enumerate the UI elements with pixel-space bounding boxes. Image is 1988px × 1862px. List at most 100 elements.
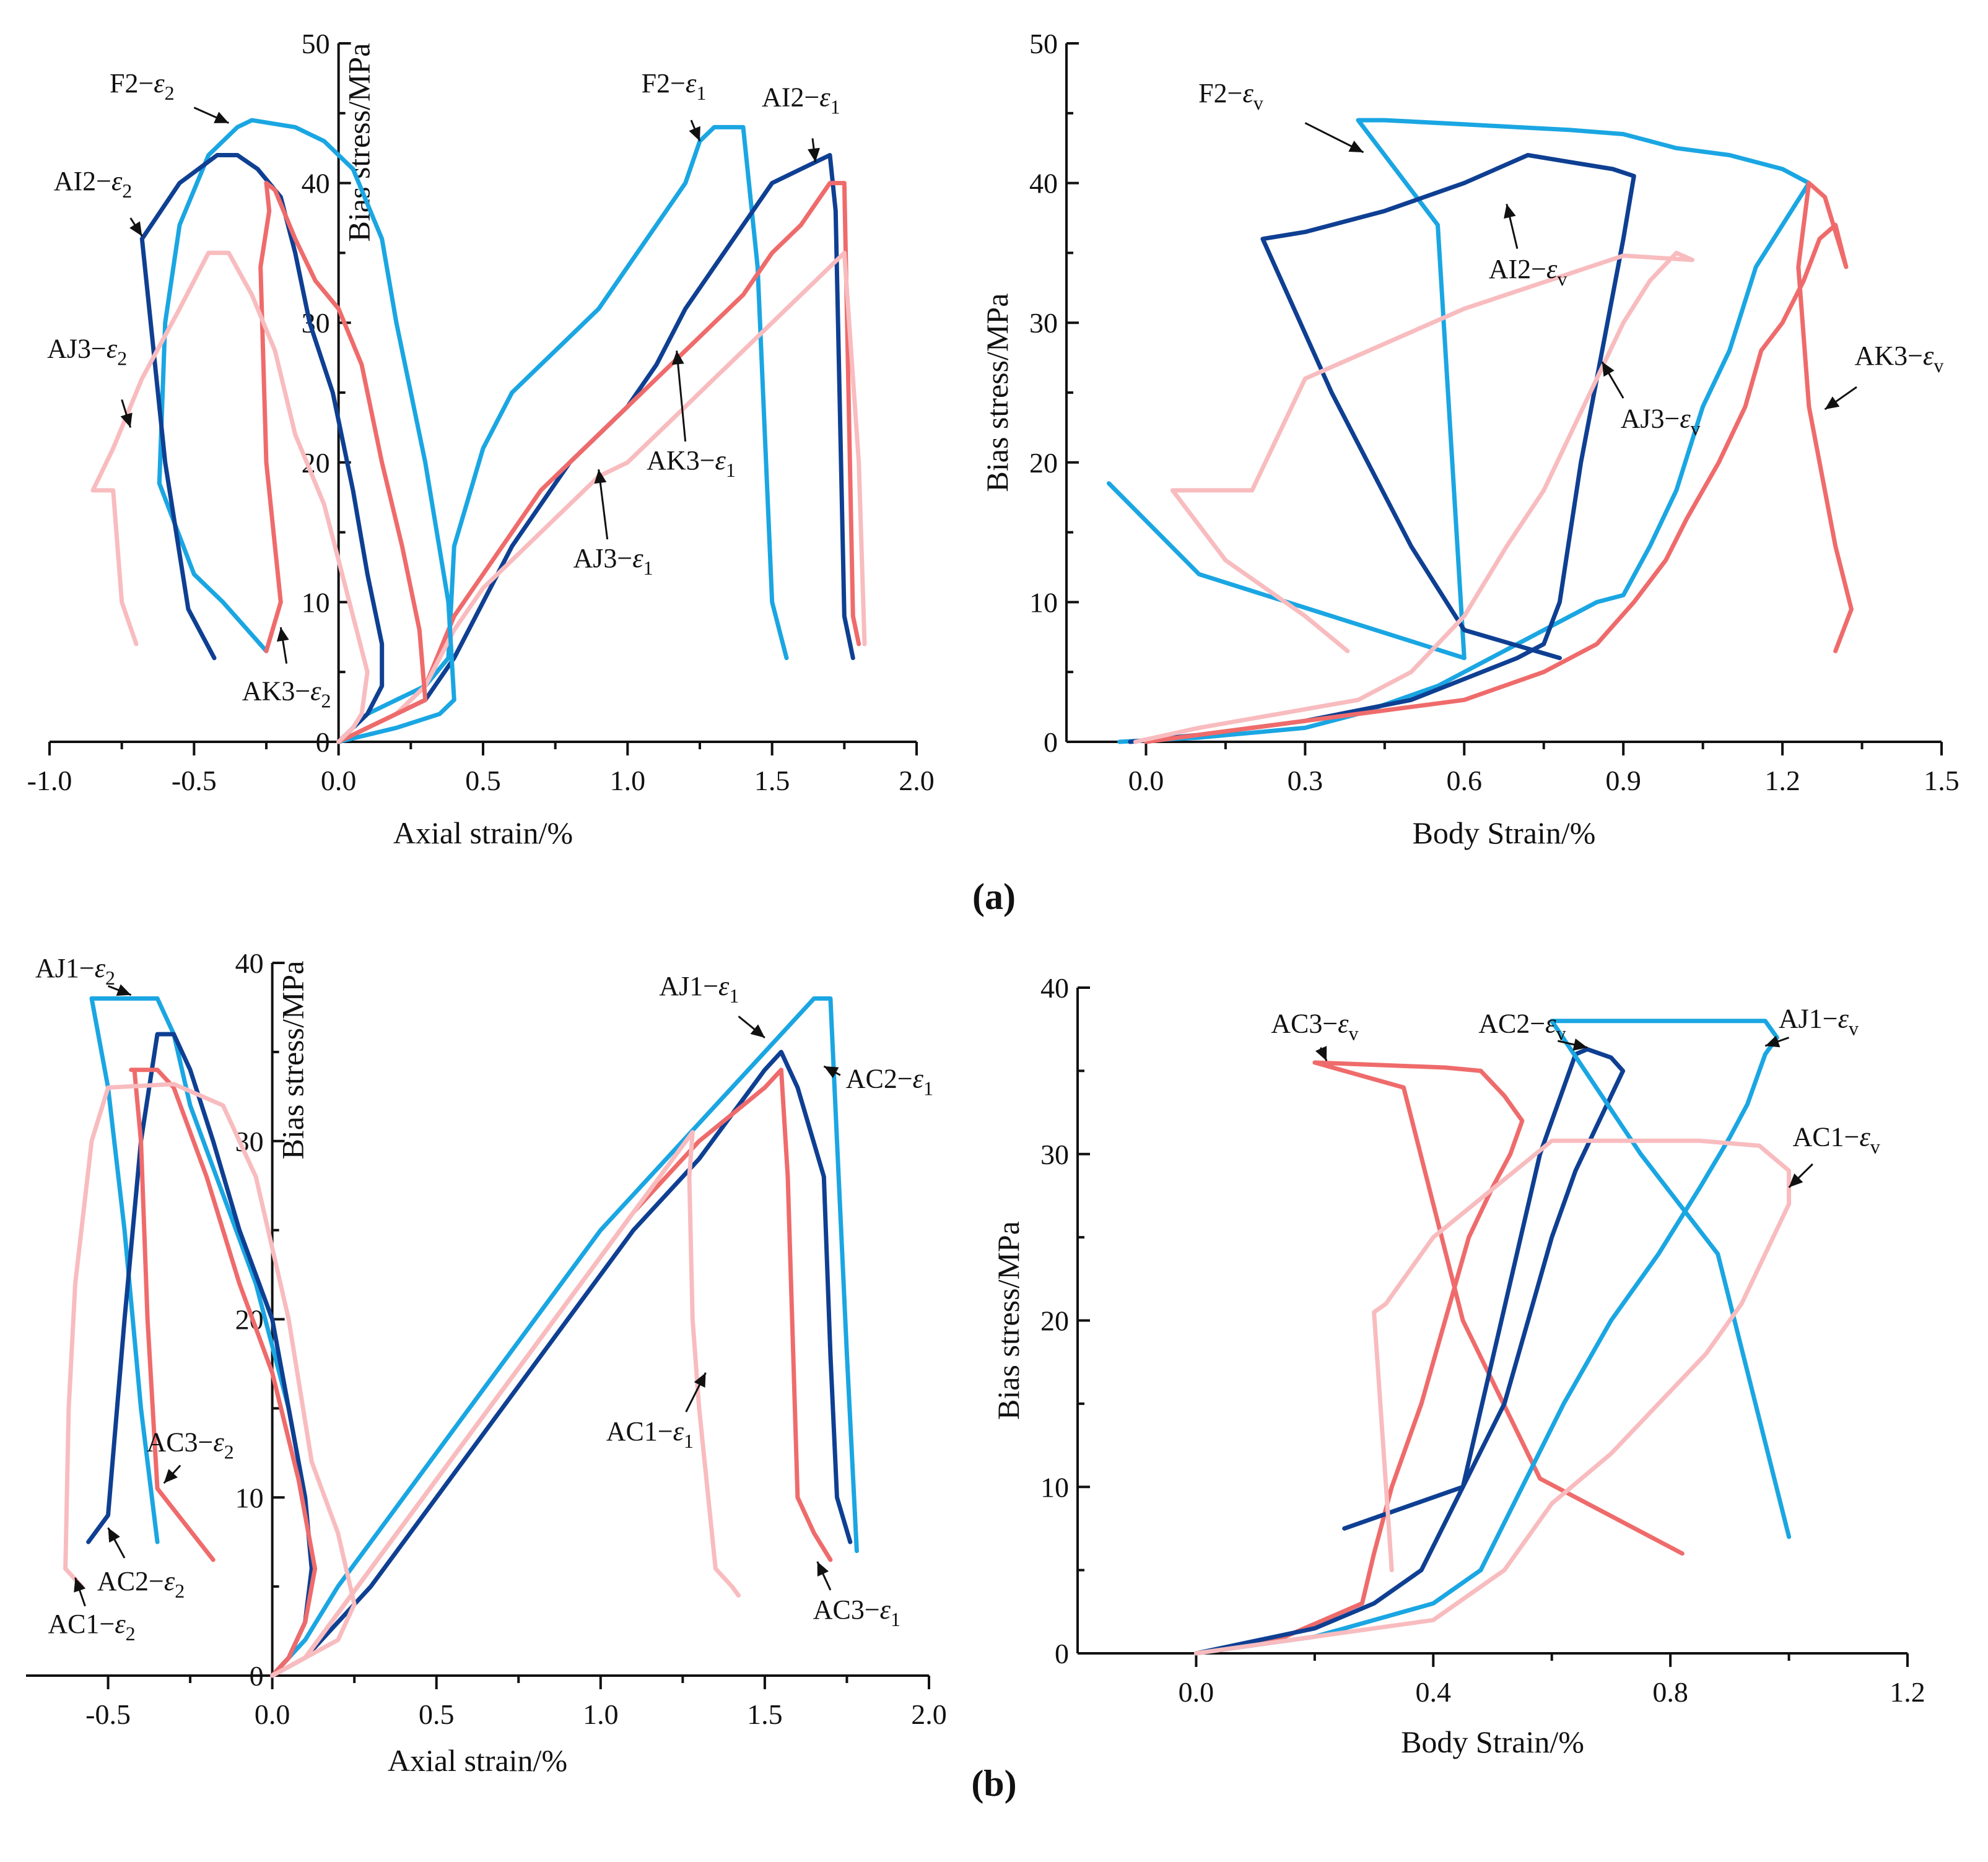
series-label: AC2−ε1 [846,1063,933,1099]
x-tick-label: 0.5 [419,1699,455,1730]
series-line-f2-2 [157,118,456,744]
y-tick-label: 30 [1029,307,1058,339]
series-line-ak3-v [1144,181,1854,744]
series-label: F2−ε1 [642,68,707,104]
series-line-ac1-2 [63,1082,357,1678]
x-tick-label: 1.2 [1890,1676,1925,1708]
y-tick-label: 10 [1029,586,1058,618]
leader-arrowhead [1765,1035,1781,1048]
series-label: AC1−ε2 [48,1609,135,1645]
leader-arrowhead [1602,362,1615,377]
x-tick-label: 1.2 [1764,765,1800,796]
x-tick-label: 0.5 [465,765,501,796]
y-tick-label: 40 [1040,972,1069,1004]
leader-arrowhead [594,469,607,484]
series-label: AJ1−ε2 [35,953,115,989]
series-line-ac2-v [1193,1046,1626,1656]
x-tick-label: 0.9 [1605,765,1641,796]
y-tick-label: 20 [1029,447,1058,479]
x-tick-label: -1.0 [27,765,72,796]
leader-arrowhead [108,1528,120,1543]
y-axis-title: Bias stress/MPa [276,961,310,1160]
leader-arrowhead [1789,1173,1803,1188]
leader-arrowhead [276,627,289,642]
leader-arrowhead [120,412,133,428]
x-axis-title: Body Strain/% [1401,1725,1584,1759]
y-tick-label: 0 [316,726,330,758]
series-label: AI2−εv [1489,254,1567,290]
x-axis-title: Axial strain/% [393,816,573,850]
series-label: AK3−εv [1855,341,1944,376]
series-line-aj1-v [1193,1019,1792,1656]
leader-arrowhead [671,350,684,365]
series-label: AI2−ε2 [54,166,133,202]
y-tick-label: 10 [302,586,330,618]
leader-arrowhead [694,1372,706,1388]
series-line-f2-v [1107,118,1811,744]
panel-label-a: (a) [972,876,1016,917]
leader-arrowhead [1348,141,1364,152]
y-tick-label: 0 [250,1660,264,1692]
x-tick-label: -0.5 [85,1699,131,1730]
series-line-aj3-v [1133,250,1694,744]
x-axis-title: Axial strain/% [388,1743,567,1778]
series-label: AJ1−εv [1779,1004,1859,1040]
y-tick-label: 20 [1040,1305,1069,1337]
series-line-ac1-1 [270,1129,741,1678]
x-tick-label: 0.0 [1128,765,1164,796]
x-tick-label: 0.0 [255,1699,290,1730]
y-tick-label: 50 [302,28,330,59]
series-label: AC3−ε1 [813,1594,900,1630]
x-tick-label: 0.0 [321,765,357,796]
leader-line [676,350,687,442]
series-label: AI2−ε1 [762,82,840,118]
y-tick-label: 10 [235,1482,264,1513]
y-tick-label: 40 [235,947,264,979]
chart-a-body-strain: 0.0 0.3 0.6 0.9 1.2 1.5 0 10 20 30 40 50 Body Strain… [980,28,1960,850]
x-tick-label: 1.0 [583,1699,619,1730]
series-line-ac2-1 [270,1050,853,1678]
series-line-ak3-1 [336,181,861,744]
series-line-f2-1 [336,124,789,744]
leader-arrowhead [1504,204,1516,219]
series-line-ac1-v [1193,1138,1792,1656]
x-tick-label: 0.3 [1288,765,1323,796]
series-line-ac3-v [1193,1060,1685,1656]
leader-arrowhead [116,984,131,996]
leader-arrowhead [808,147,820,162]
series-line-ai2-2 [139,153,385,744]
x-tick-label: 2.0 [899,765,935,796]
leader-arrowhead [74,1577,86,1593]
series-line-aj3-1 [336,250,867,744]
leader-arrowhead [163,1469,178,1484]
leader-arrowhead [750,1024,765,1038]
y-tick-label: 10 [1040,1471,1069,1503]
leader-arrowhead [824,1066,839,1079]
series-label: AJ3−ε1 [573,543,653,579]
series-label: AJ3−ε2 [47,334,127,370]
series-label: AK3−ε2 [242,676,331,711]
x-tick-label: 1.0 [610,765,646,796]
series-label: AJ1−ε1 [659,971,739,1007]
x-tick-label: -0.5 [172,765,217,796]
series-label: AC1−ε1 [606,1416,694,1452]
series-label: AJ3−εv [1621,403,1701,439]
chart-b-body-strain: 0.0 0.4 0.8 1.2 0 10 20 30 40 Body Strain/% Bias s… [991,972,1925,1759]
y-tick-label: 40 [302,168,330,199]
x-axis-title: Body Strain/% [1413,816,1596,850]
x-tick-label: 2.0 [911,1699,947,1730]
series-line-aj3-2 [90,250,370,744]
series-label: F2−ε2 [110,68,175,104]
y-tick-label: 30 [1040,1139,1069,1170]
series-line-ac3-2 [129,1068,318,1678]
chart-a-axial-strain: -1.0 -0.5 0.0 0.5 1.0 1.5 2.001020304050Axial … [27,28,935,850]
y-tick-label: 40 [1029,168,1058,199]
leader-arrowhead [1572,1038,1588,1051]
series-label: AC1−εv [1793,1121,1880,1157]
y-axis-title: Bias stress/MPa [980,294,1014,492]
series-label: AC3−εv [1271,1009,1358,1045]
leader-arrowhead [214,111,229,123]
y-tick-label: 50 [1029,28,1058,59]
series-label: AC3−ε2 [146,1427,233,1463]
